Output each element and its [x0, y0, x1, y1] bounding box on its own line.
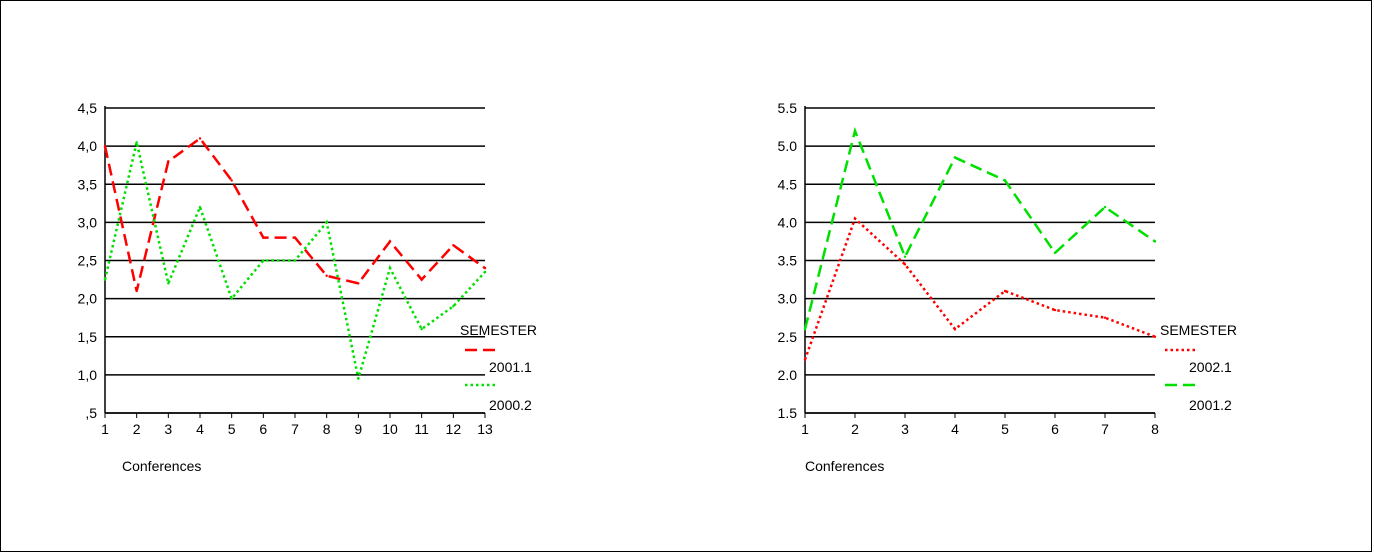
- x-tick-label: 12: [446, 421, 462, 437]
- data-point: [104, 145, 106, 147]
- data-point: [262, 236, 264, 238]
- data-point: [420, 278, 422, 280]
- y-tick-label: 4.0: [778, 214, 798, 230]
- data-point: [199, 206, 201, 208]
- y-tick-label: 2.5: [778, 329, 798, 345]
- data-point: [294, 259, 296, 261]
- x-tick-label: 11: [414, 421, 429, 437]
- data-point: [804, 328, 806, 330]
- x-tick-label: 6: [1051, 421, 1059, 437]
- data-point: [954, 156, 956, 158]
- data-point: [230, 179, 232, 181]
- data-point: [1104, 206, 1106, 208]
- data-point: [1154, 336, 1156, 338]
- x-tick-label: 7: [291, 421, 299, 437]
- y-tick-label: 3.0: [778, 291, 798, 307]
- data-point: [262, 259, 264, 261]
- data-point: [854, 217, 856, 219]
- data-point: [1004, 179, 1006, 181]
- data-point: [135, 290, 137, 292]
- y-tick-label: 3,5: [78, 176, 98, 192]
- y-tick-label: 2,5: [78, 253, 98, 269]
- data-point: [1054, 309, 1056, 311]
- data-point: [104, 278, 106, 280]
- data-point: [357, 282, 359, 284]
- x-tick-label: 5: [228, 421, 236, 437]
- data-point: [1004, 290, 1006, 292]
- y-tick-label: 4,5: [78, 100, 98, 116]
- x-tick-label: 2: [851, 421, 859, 437]
- data-point: [230, 297, 232, 299]
- data-point: [904, 263, 906, 265]
- y-tick-label: 5.5: [778, 100, 798, 116]
- x-tick-label: 10: [382, 421, 398, 437]
- y-tick-label: 4.5: [778, 176, 798, 192]
- data-point: [1154, 240, 1156, 242]
- chart-2: 1.5 2.0 2.5 3.0 3.5 4.0 4.5 5.0 5.5 1 2 3 4 5 6 7 8 Confe…: [778, 100, 1237, 474]
- chart-1: ,51,01,52,02,53,03,54,04,51 2 3 4 5 6 7 8 9 10 11 1…: [78, 100, 537, 474]
- data-point: [804, 358, 806, 360]
- y-tick-label: ,5: [85, 405, 97, 421]
- x-axis-label: Conferences: [805, 458, 884, 474]
- x-tick-label: 8: [1151, 421, 1159, 437]
- x-axis-label: Conferences: [122, 458, 201, 474]
- y-tick-label: 2,0: [78, 291, 98, 307]
- x-tick-label: 5: [1001, 421, 1009, 437]
- data-point: [1104, 316, 1106, 318]
- x-tick-label: 9: [354, 421, 362, 437]
- data-point: [389, 267, 391, 269]
- legend-label: 2001.2: [1189, 397, 1232, 413]
- data-point: [325, 275, 327, 277]
- data-point: [420, 328, 422, 330]
- data-point: [904, 255, 906, 257]
- y-tick-label: 1.5: [778, 405, 798, 421]
- x-tick-label: 8: [323, 421, 331, 437]
- data-point: [854, 130, 856, 132]
- y-tick-label: 4,0: [78, 138, 98, 154]
- y-tick-label: 5.0: [778, 138, 798, 154]
- data-point: [167, 160, 169, 162]
- data-point: [452, 305, 454, 307]
- data-point: [1054, 252, 1056, 254]
- data-point: [167, 282, 169, 284]
- y-tick-label: 1,0: [78, 367, 98, 383]
- x-tick-label: 6: [259, 421, 267, 437]
- x-tick-label: 3: [901, 421, 909, 437]
- x-tick-label: 13: [477, 421, 493, 437]
- x-tick-label: 3: [164, 421, 172, 437]
- legend-label: 2001.1: [489, 359, 532, 375]
- x-tick-label: 4: [951, 421, 959, 437]
- y-tick-label: 3,0: [78, 214, 98, 230]
- data-point: [484, 267, 486, 269]
- data-point: [452, 244, 454, 246]
- data-point: [294, 236, 296, 238]
- y-tick-label: 1,5: [78, 329, 98, 345]
- y-tick-label: 2.0: [778, 367, 798, 383]
- x-tick-label: 1: [801, 421, 809, 437]
- series-line-2001.2: [805, 131, 1155, 329]
- x-tick-label: 7: [1101, 421, 1109, 437]
- legend-label: 2002.1: [1189, 359, 1232, 375]
- legend-title: SEMESTER: [460, 322, 537, 338]
- x-tick-label: 4: [196, 421, 204, 437]
- data-point: [357, 377, 359, 379]
- data-point: [954, 328, 956, 330]
- data-point: [325, 221, 327, 223]
- data-point: [389, 240, 391, 242]
- data-point: [484, 271, 486, 273]
- x-tick-label: 1: [101, 421, 109, 437]
- x-tick-label: 2: [133, 421, 141, 437]
- data-point: [135, 141, 137, 143]
- legend-label: 2000.2: [489, 397, 532, 413]
- series-line-2001.1: [105, 139, 485, 292]
- data-point: [199, 137, 201, 139]
- y-tick-label: 3.5: [778, 253, 798, 269]
- series-line-2002.1: [805, 219, 1155, 360]
- legend-title: SEMESTER: [1160, 322, 1237, 338]
